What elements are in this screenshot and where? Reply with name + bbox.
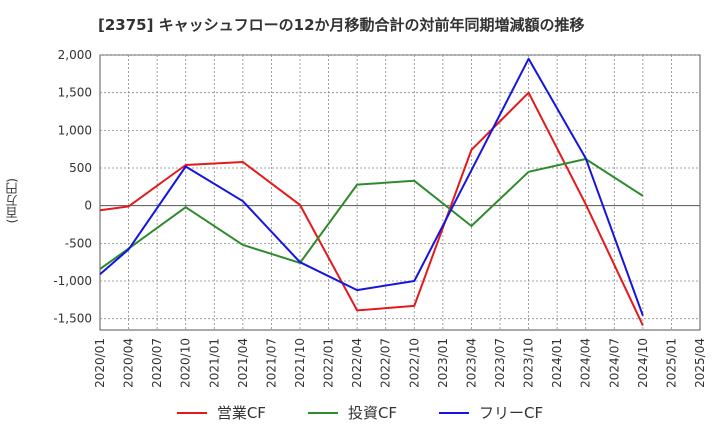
y-tick-label: 1,000: [58, 123, 92, 137]
legend-item-investing-cf: 投資CF: [307, 402, 398, 423]
x-tick-label: 2024/10: [636, 338, 650, 388]
y-tick-label: 0: [84, 199, 92, 213]
line-investing-cf: [99, 158, 644, 270]
x-tick-label: 2023/01: [436, 338, 450, 388]
x-tick-label: 2022/07: [379, 338, 393, 388]
legend-swatch-operating-cf: [176, 411, 207, 414]
legend: 営業CF 投資CF フリーCF: [0, 402, 720, 423]
legend-item-operating-cf: 営業CF: [176, 402, 266, 423]
y-tick-label: -1,000: [53, 274, 92, 288]
y-tick-label: 2,000: [58, 48, 92, 62]
x-tick-label: 2024/01: [550, 338, 564, 388]
x-tick-label: 2024/07: [607, 338, 621, 388]
legend-label-investing-cf: 投資CF: [347, 404, 398, 422]
y-tick-label: 500: [69, 161, 92, 175]
x-tick-label: 2020/04: [122, 338, 136, 388]
x-tick-label: 2022/10: [407, 338, 421, 388]
x-tick-label: 2021/07: [264, 338, 278, 388]
x-tick-label: 2023/10: [522, 338, 536, 388]
x-tick-label: 2022/04: [350, 338, 364, 388]
legend-item-free-cf: フリーCF: [439, 402, 543, 423]
y-tick-label: -500: [65, 236, 92, 250]
y-tick-label: 1,500: [58, 86, 92, 100]
legend-swatch-free-cf: [439, 411, 470, 414]
x-tick-label: 2025/04: [693, 338, 707, 388]
x-tick-label: 2020/10: [179, 338, 193, 388]
x-tick-label: 2021/01: [207, 338, 221, 388]
chart-title: [2375] キャッシュフローの12か月移動合計の対前年同期増減額の推移: [98, 16, 585, 34]
x-tick-label: 2025/01: [664, 338, 678, 388]
x-tick-label: 2021/04: [236, 338, 250, 388]
legend-label-operating-cf: 営業CF: [216, 404, 266, 422]
x-tick-label: 2020/01: [93, 338, 107, 388]
x-tick-label: 2021/10: [293, 338, 307, 388]
x-tick-label: 2024/04: [579, 338, 593, 388]
plot-frame: [99, 54, 701, 331]
x-tick-label: 2023/04: [464, 338, 478, 388]
x-tick-label: 2022/01: [322, 338, 336, 388]
legend-swatch-investing-cf: [307, 411, 338, 414]
line-operating-cf: [99, 91, 644, 326]
line-free-cf: [99, 57, 644, 317]
x-tick-label: 2020/07: [150, 338, 164, 388]
legend-label-free-cf: フリーCF: [479, 404, 544, 422]
x-tick-label: 2023/07: [493, 338, 507, 388]
y-tick-label: -1,500: [53, 312, 92, 326]
